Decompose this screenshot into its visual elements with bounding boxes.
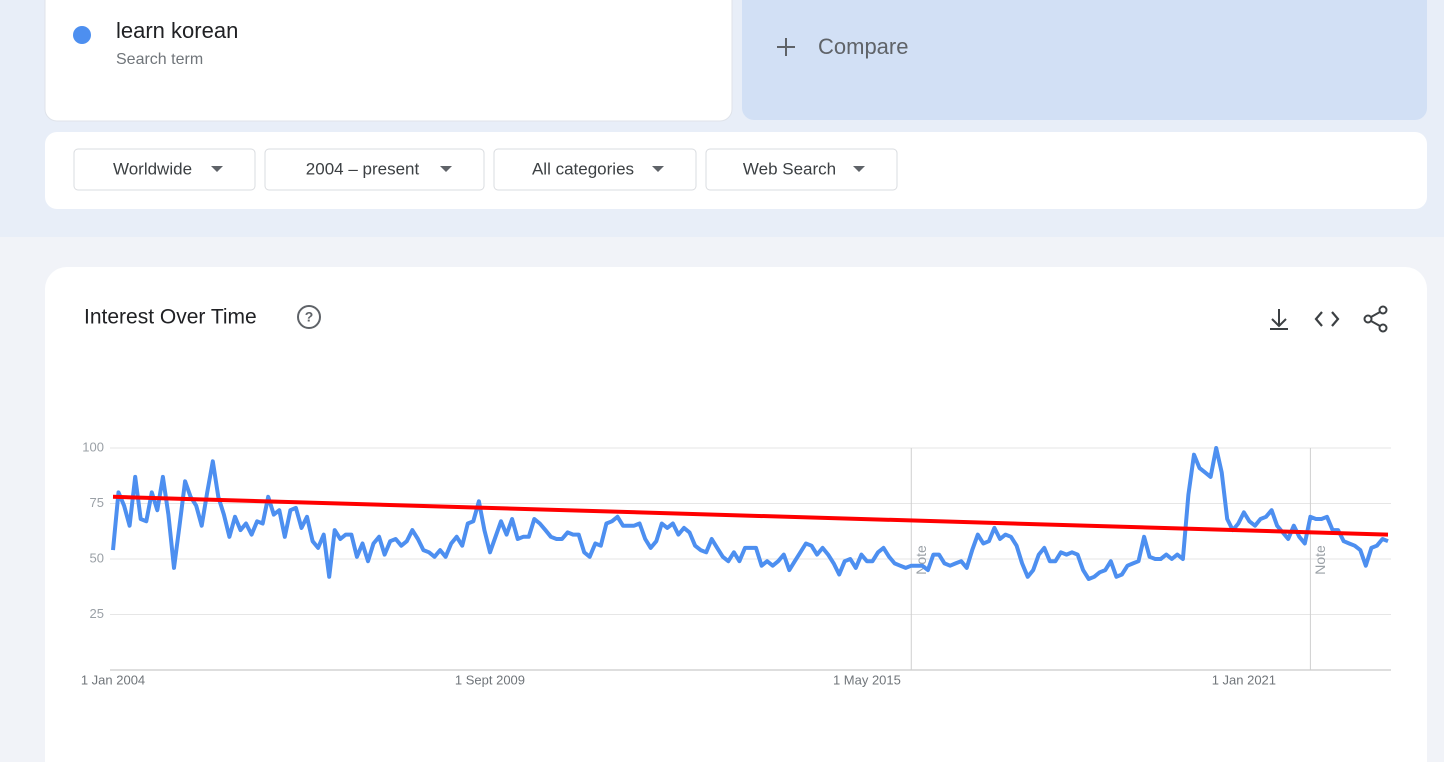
x-tick-label: 1 Sept 2009 [455,672,525,687]
svg-text:?: ? [305,309,314,325]
dropdown-arrow [853,166,865,172]
share-icon[interactable] [1363,305,1388,333]
download-icon[interactable] [1270,309,1288,330]
filter-button[interactable] [264,148,485,191]
plus-icon [777,38,795,56]
filter-button[interactable] [73,148,256,191]
dropdown-arrow [440,166,452,172]
help-icon[interactable]: ? [297,305,321,329]
dropdown-arrow [211,166,223,172]
note-label: Note [1312,545,1328,575]
y-tick-label: 100 [82,439,104,454]
term-dot [73,26,91,44]
chart-title: Interest Over Time [84,306,257,329]
search-term[interactable]: learn korean [116,18,238,43]
trend-series [111,446,1389,581]
filter-label[interactable]: 2004 – present [306,159,420,178]
embed-icon[interactable] [1314,311,1340,327]
y-tick-label: 50 [90,550,104,565]
trend-line [112,494,1389,537]
y-tick-label: 25 [90,606,104,621]
filter-button[interactable] [493,148,697,191]
search-card [44,0,733,122]
term-type: Search term [116,51,203,68]
x-tick-label: 1 Jan 2021 [1212,672,1276,687]
x-tick-label: 1 May 2015 [833,672,901,687]
compare[interactable]: Compare [818,34,908,59]
filter-label[interactable]: Web Search [743,159,836,178]
x-tick-label: 1 Jan 2004 [81,672,145,687]
dropdown-arrow [652,166,664,172]
filter-label[interactable]: All categories [532,159,634,178]
filter-button[interactable] [705,148,898,191]
filter-label[interactable]: Worldwide [113,159,192,178]
y-tick-label: 75 [90,495,104,510]
compare-card[interactable] [742,0,1427,120]
